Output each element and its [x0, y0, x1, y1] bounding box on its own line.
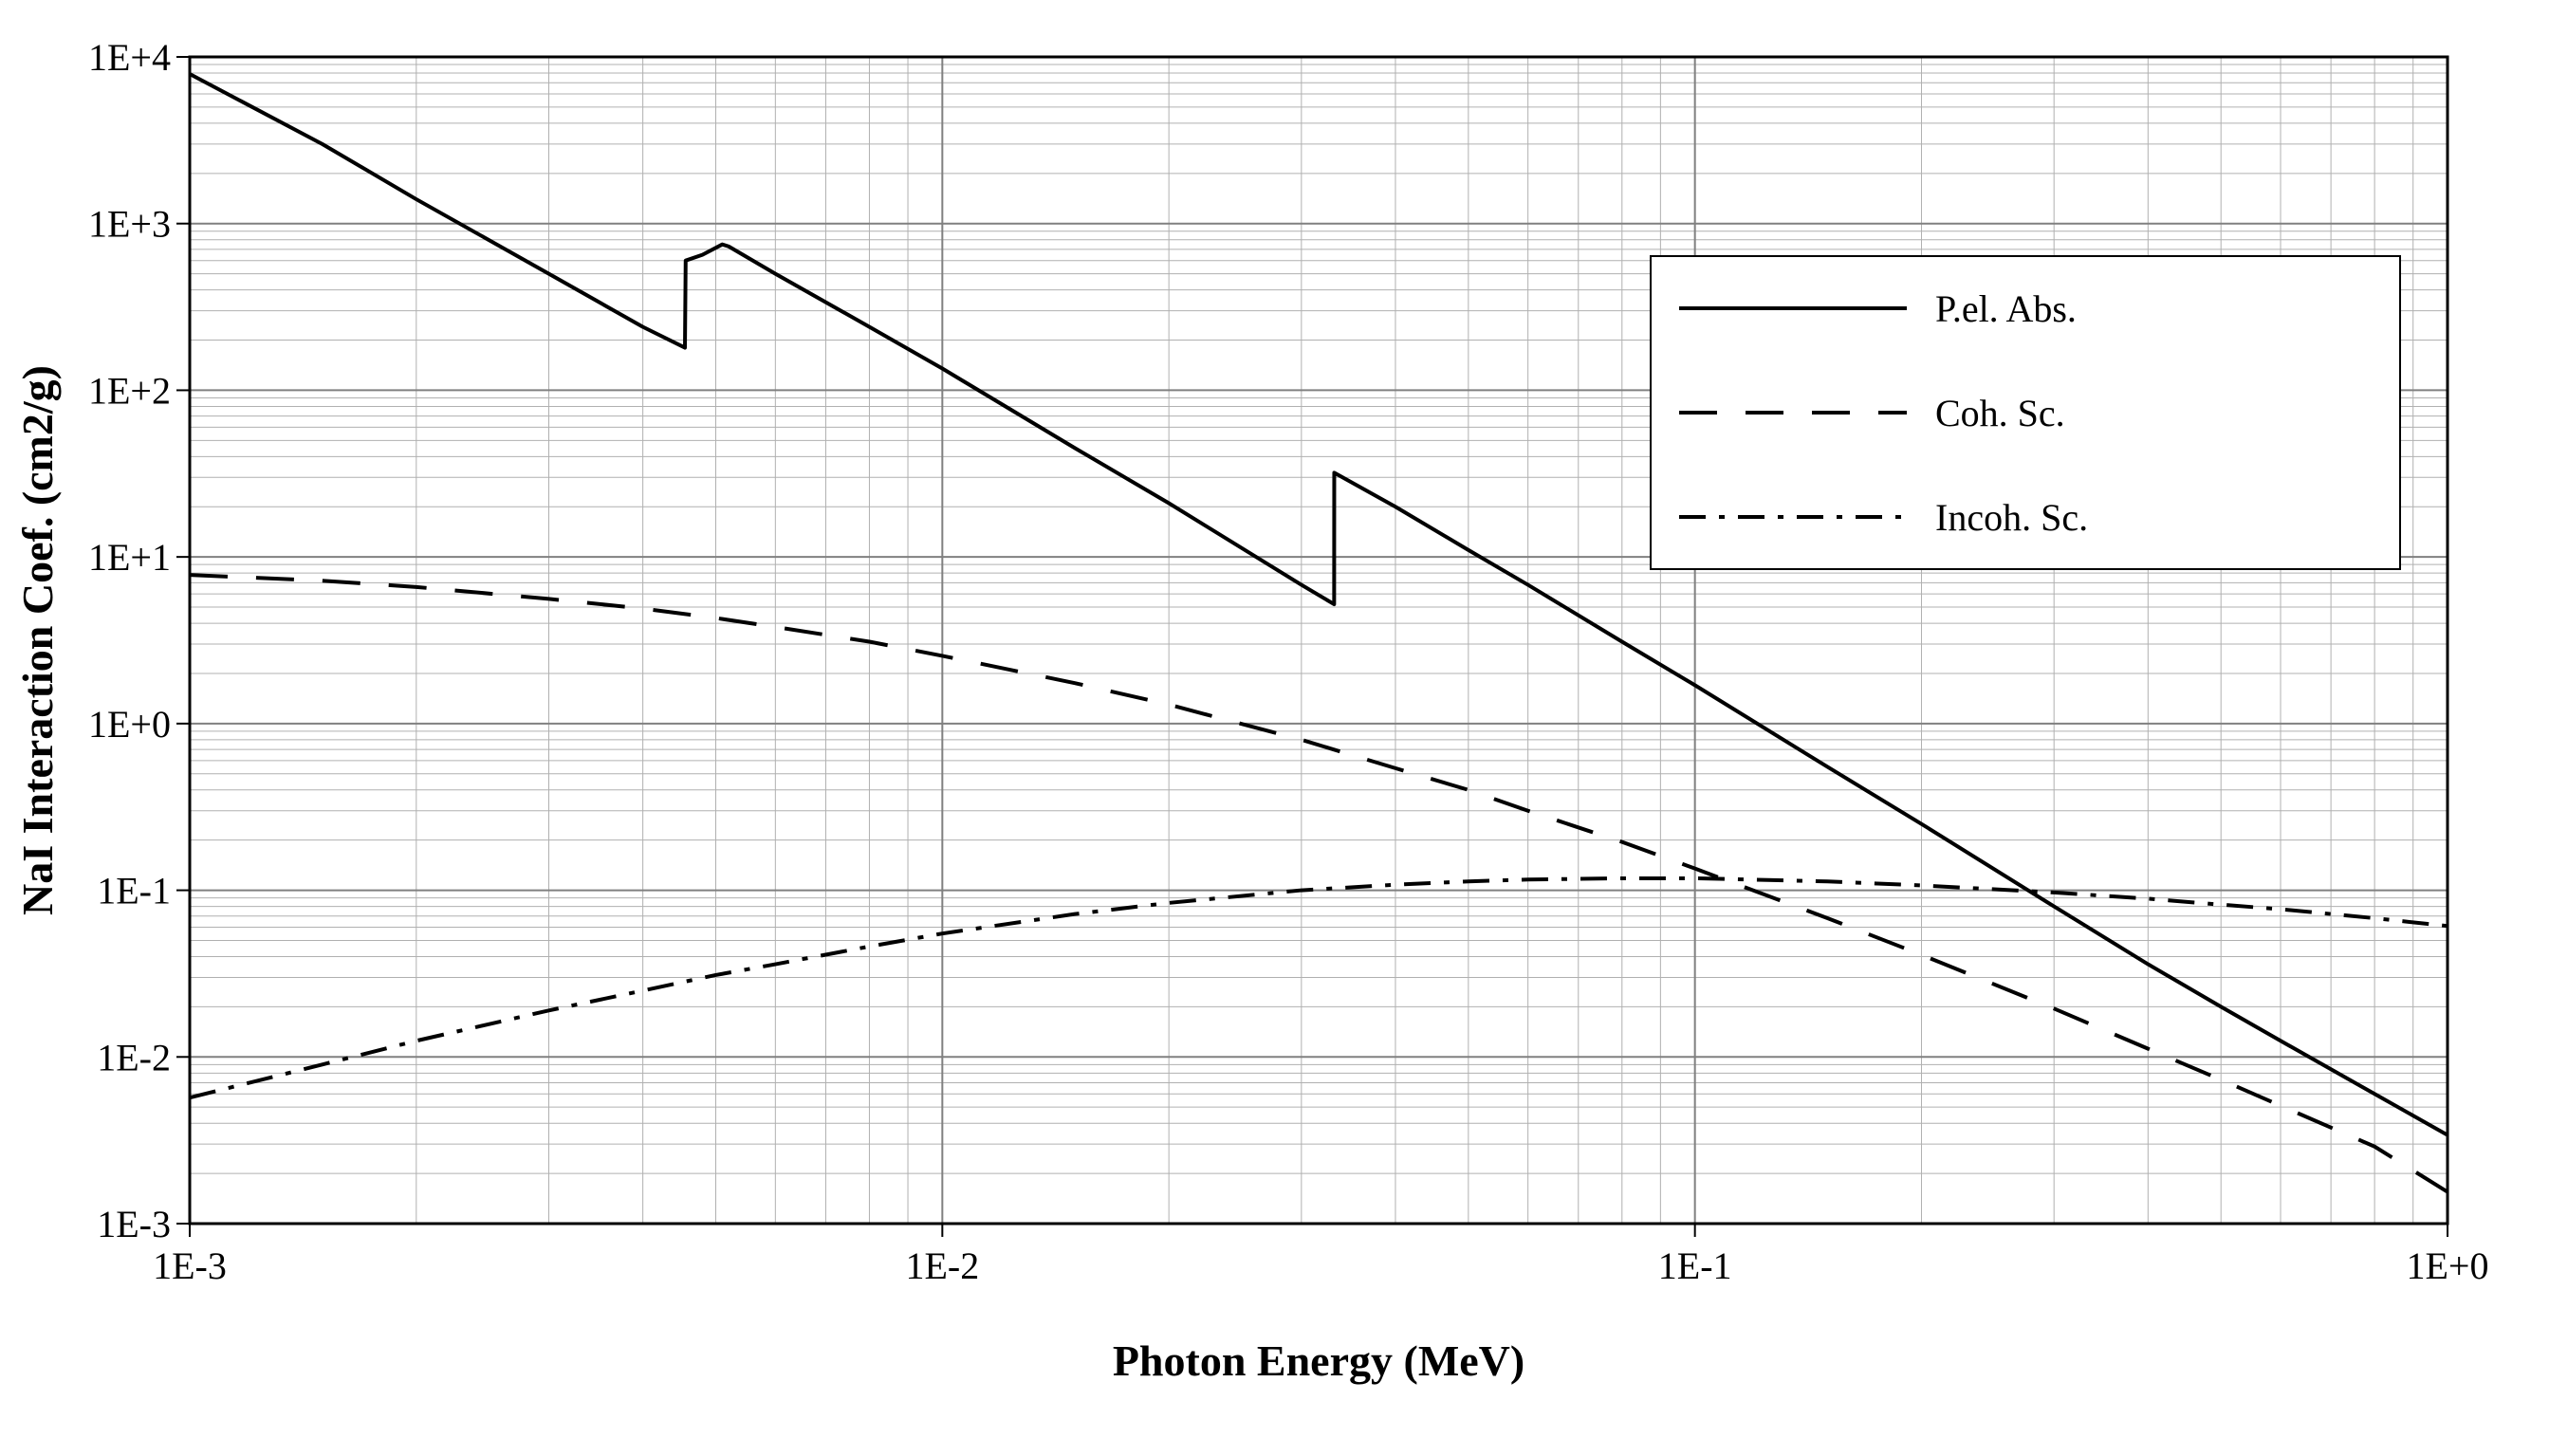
legend-label: P.el. Abs. [1935, 287, 2077, 330]
y-tick-label: 1E+4 [88, 36, 171, 79]
y-tick-label: 1E+2 [88, 369, 171, 412]
x-tick-label: 1E-2 [905, 1244, 979, 1287]
y-axis-label: NaI Interaction Coef. (cm2/g) [13, 365, 62, 915]
chart-container: 1E-3 1E-2 1E-1 1E+0 1E-3 1E-2 1E-1 1E+0 1E+1 1E+2… [0, 0, 2568, 1456]
legend: P.el. Abs. Coh. Sc. Incoh. Sc. [1651, 256, 2400, 569]
legend-label: Coh. Sc. [1935, 392, 2065, 434]
chart-svg: 1E-3 1E-2 1E-1 1E+0 1E-3 1E-2 1E-1 1E+0 1E+1 1E+2… [0, 0, 2568, 1456]
y-tick-label: 1E-2 [97, 1036, 171, 1078]
x-tick-label: 1E-1 [1658, 1244, 1732, 1287]
y-tick-label: 1E+1 [88, 536, 171, 579]
y-tick-label: 1E+3 [88, 203, 171, 246]
x-axis-label: Photon Energy (MeV) [1113, 1336, 1524, 1385]
x-tick-label: 1E+0 [2407, 1244, 2489, 1287]
legend-label: Incoh. Sc. [1935, 496, 2088, 539]
y-tick-label: 1E-1 [97, 870, 171, 912]
y-tick-label: 1E-3 [97, 1203, 171, 1245]
y-tick-label: 1E+0 [88, 703, 171, 746]
x-tick-label: 1E-3 [153, 1244, 227, 1287]
